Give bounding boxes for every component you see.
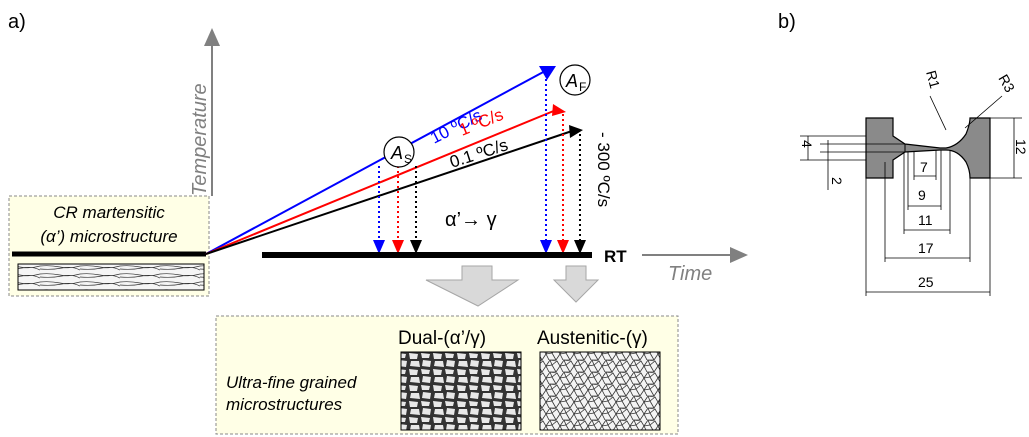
- dim-11: 11: [918, 212, 933, 228]
- start-box-line2: (α’) microstructure: [40, 227, 177, 246]
- heating-line-01-arrowhead: [569, 125, 583, 138]
- heating-line-1: [206, 110, 556, 254]
- dual-label: Dual-(α’/γ): [398, 328, 486, 349]
- af-main: A: [565, 71, 578, 91]
- drop-arrow-af-10: [540, 240, 552, 254]
- austenitic-label: Austenitic-(γ): [537, 328, 648, 349]
- block-arrow-austenitic: [554, 266, 598, 302]
- transformation-label: α’→ γ: [445, 209, 497, 231]
- block-arrow-dual: [426, 266, 518, 306]
- time-axis-label: Time: [668, 263, 712, 285]
- dim-17: 17: [918, 240, 934, 256]
- drop-arrow-af-01: [574, 240, 586, 254]
- as-sub: S: [404, 152, 412, 166]
- dim-9: 9: [918, 187, 926, 203]
- dim-25: 25: [918, 274, 934, 290]
- dim-2: 2: [829, 177, 845, 185]
- result-box-line1: Ultra-fine grained: [226, 373, 357, 392]
- panel-b-label: b): [778, 11, 796, 33]
- panel-a-label: a): [8, 11, 26, 33]
- dual-micrograph: [401, 352, 521, 430]
- cooling-rate-label: - 300 ºC/s: [594, 132, 613, 207]
- dim-4: 4: [799, 140, 815, 148]
- rt-label: RT: [604, 247, 627, 266]
- af-sub: F: [579, 80, 586, 94]
- drop-arrow-as-1: [392, 240, 404, 254]
- result-box-line2: microstructures: [226, 395, 343, 414]
- dim-7: 7: [920, 159, 928, 175]
- start-box-line1: CR martensitic: [53, 203, 165, 222]
- drop-arrow-as-01: [410, 240, 422, 254]
- dim-r1: R1: [923, 69, 943, 91]
- martensite-micrograph: [18, 264, 204, 290]
- drop-arrow-as-10: [373, 240, 385, 254]
- as-main: A: [390, 143, 403, 163]
- austenitic-micrograph: [540, 352, 660, 430]
- temperature-axis-label: Temperature: [189, 83, 211, 196]
- dim-12: 12: [1013, 139, 1029, 155]
- dim-r3: R3: [995, 72, 1018, 96]
- specimen-drawing: [800, 96, 1022, 296]
- drop-arrow-af-1: [557, 240, 569, 254]
